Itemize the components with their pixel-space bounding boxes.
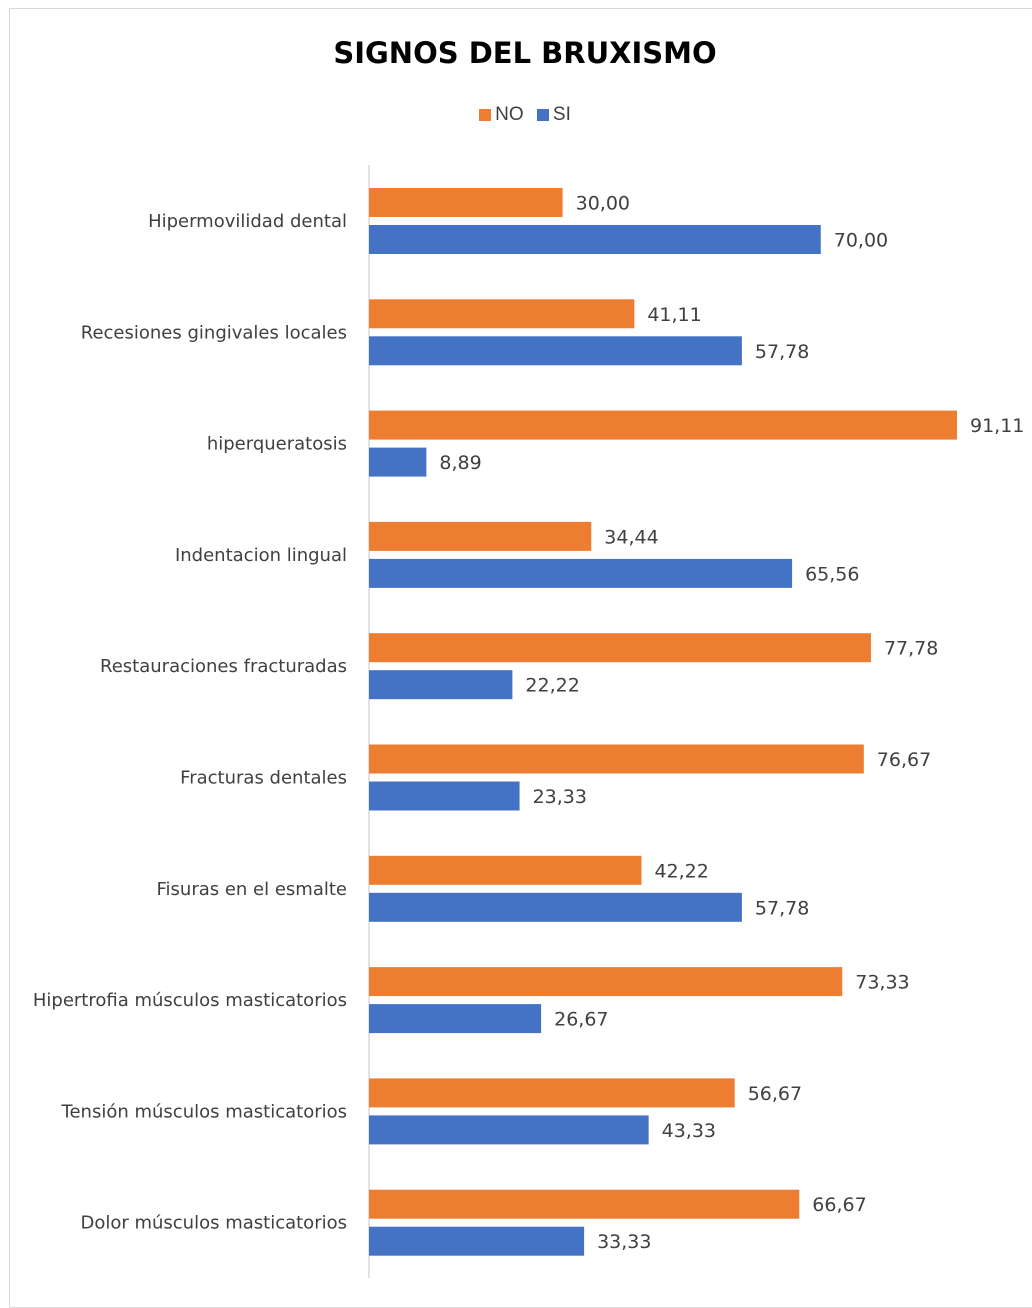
data-label-si: 33,33 [597, 1231, 651, 1253]
data-label-si: 23,33 [533, 786, 587, 808]
bar-no [369, 1189, 800, 1219]
bar-no [369, 299, 635, 329]
category-label: Recesiones gingivales locales [81, 322, 347, 343]
legend-item-no: NO [479, 104, 524, 126]
data-label-si: 26,67 [554, 1009, 608, 1031]
data-label-si: 8,89 [439, 452, 481, 474]
bar-si [369, 447, 427, 477]
legend-label-no: NO [495, 104, 524, 125]
bar-no [369, 188, 563, 217]
bar-si [369, 781, 520, 811]
bar-si [369, 1115, 649, 1145]
data-label-no: 41,11 [647, 304, 701, 326]
data-label-si: 43,33 [662, 1120, 716, 1142]
category-label: hiperqueratosis [207, 434, 347, 455]
bar-no [369, 633, 871, 663]
category-label: Fracturas dentales [180, 768, 347, 789]
bar-no [369, 410, 957, 440]
data-label-no: 42,22 [654, 860, 708, 882]
bar-si [369, 558, 793, 588]
bar-si [369, 892, 742, 922]
data-label-si: 22,22 [525, 675, 579, 697]
legend-label-si: SI [552, 104, 571, 125]
data-label-no: 77,78 [884, 638, 938, 660]
category-label: Indentacion lingual [175, 545, 347, 566]
bar-no [369, 1078, 735, 1108]
data-label-no: 30,00 [576, 193, 630, 215]
bar-no [369, 744, 864, 774]
bar-si [369, 225, 821, 254]
category-label: Dolor músculos masticatorios [80, 1213, 347, 1234]
bar-si [369, 670, 513, 700]
bar-no [369, 967, 843, 997]
data-label-no: 76,67 [877, 749, 931, 771]
bar-si [369, 1226, 585, 1256]
data-label-no: 56,67 [748, 1083, 802, 1105]
data-label-no: 73,33 [855, 972, 909, 994]
data-label-si: 57,78 [755, 341, 809, 363]
bar-si [369, 336, 742, 366]
category-label: Fisuras en el esmalte [156, 879, 347, 900]
legend-item-si: SI [536, 104, 571, 126]
data-label-si: 70,00 [834, 230, 888, 252]
category-label: Restauraciones fracturadas [100, 656, 347, 677]
data-label-si: 65,56 [805, 563, 859, 585]
bar-si [369, 1004, 542, 1034]
data-label-si: 57,78 [755, 897, 809, 919]
legend-swatch-no [479, 109, 492, 121]
data-label-no: 34,44 [604, 526, 658, 548]
category-label: Hipertrofia músculos masticatorios [33, 990, 347, 1011]
data-label-no: 66,67 [812, 1194, 866, 1216]
data-label-no: 91,11 [970, 415, 1024, 437]
chart-title: SIGNOS DEL BRUXISMO [333, 36, 717, 70]
chart-legend: NO SI [0, 104, 1032, 127]
bar-no [369, 521, 592, 551]
category-label: Tensión músculos masticatorios [61, 1101, 347, 1122]
category-label: Hipermovilidad dental [148, 211, 347, 232]
legend-swatch-si [536, 109, 549, 121]
bar-no [369, 855, 642, 885]
